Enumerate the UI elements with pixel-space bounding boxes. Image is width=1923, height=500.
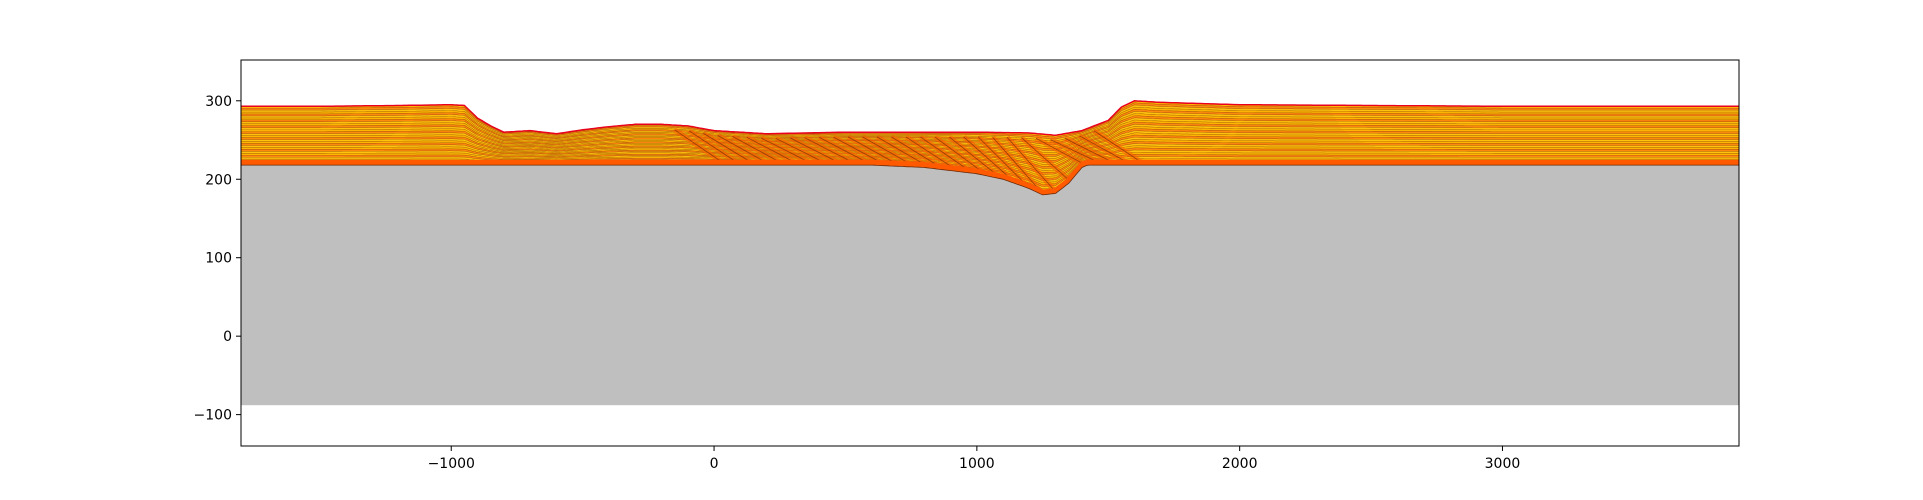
sediment-band xyxy=(241,120,1739,155)
axes-frame xyxy=(240,59,1740,447)
top-surface-line xyxy=(241,100,1739,137)
x-tick-label: 0 xyxy=(710,456,719,472)
foreset-line xyxy=(992,136,1041,191)
y-tick-label: 200 xyxy=(205,172,232,188)
foreset-line xyxy=(703,133,752,163)
foreset-line xyxy=(717,135,766,163)
sediment-band xyxy=(241,137,1739,171)
foreset-line xyxy=(876,136,925,165)
plot-area xyxy=(241,100,1739,406)
basement-layer xyxy=(241,165,1739,406)
sediment-band xyxy=(241,113,1739,149)
foreset-line xyxy=(732,136,780,163)
foreset-line xyxy=(804,137,853,163)
foreset-line xyxy=(761,137,809,163)
foreset-line xyxy=(1064,138,1113,163)
trough-base-line xyxy=(241,164,1739,196)
sediment-band xyxy=(241,122,1739,157)
foreset-line xyxy=(1079,135,1127,163)
sediment-band xyxy=(241,139,1739,173)
sediment-band xyxy=(241,126,1739,161)
foreset-line xyxy=(1021,137,1070,181)
y-tick-label: 300 xyxy=(205,94,232,110)
foreset-line xyxy=(963,136,1012,180)
x-tick-label: 2000 xyxy=(1222,456,1258,472)
foreset-line xyxy=(862,136,910,165)
foreset-line xyxy=(674,129,723,163)
foreset-line xyxy=(934,136,983,173)
y-axis: −100 0 100 200 300 xyxy=(194,94,241,424)
sediment-band xyxy=(241,124,1739,159)
foreset-line xyxy=(1050,139,1098,163)
foreset-line xyxy=(819,137,867,163)
foreset-line xyxy=(949,136,997,176)
foreset-line xyxy=(1093,130,1142,163)
sediment-band xyxy=(241,145,1739,179)
y-tick-label: −100 xyxy=(194,408,232,424)
foreset-line xyxy=(1035,137,1084,165)
basal-lining xyxy=(241,159,1739,195)
foreset-line xyxy=(746,136,795,163)
sediment-band xyxy=(241,130,1739,165)
foreset-line xyxy=(790,137,838,163)
foreset-line xyxy=(905,136,954,169)
sediment-band xyxy=(241,111,1739,147)
x-tick-label: 3000 xyxy=(1485,456,1521,472)
x-tick-label: 1000 xyxy=(959,456,995,472)
sediment-band xyxy=(241,141,1739,175)
y-tick-label: 0 xyxy=(223,329,232,345)
x-axis: −1000 0 1000 2000 3000 xyxy=(428,446,1521,472)
sediment-band xyxy=(241,133,1739,167)
foreset-line xyxy=(847,136,896,164)
sediment-band xyxy=(241,135,1739,169)
foreset-line xyxy=(977,136,1026,185)
foreset-line xyxy=(775,137,824,163)
foreset-line xyxy=(920,136,968,170)
sediment-band xyxy=(241,128,1739,163)
foreset-line xyxy=(688,130,737,163)
sediment-layers xyxy=(241,100,1739,195)
foreset-line xyxy=(1006,137,1055,191)
y-tick-label: 100 xyxy=(205,251,232,267)
foreset-line xyxy=(891,136,940,167)
x-tick-label: −1000 xyxy=(428,456,475,472)
foreset-line xyxy=(833,136,882,163)
